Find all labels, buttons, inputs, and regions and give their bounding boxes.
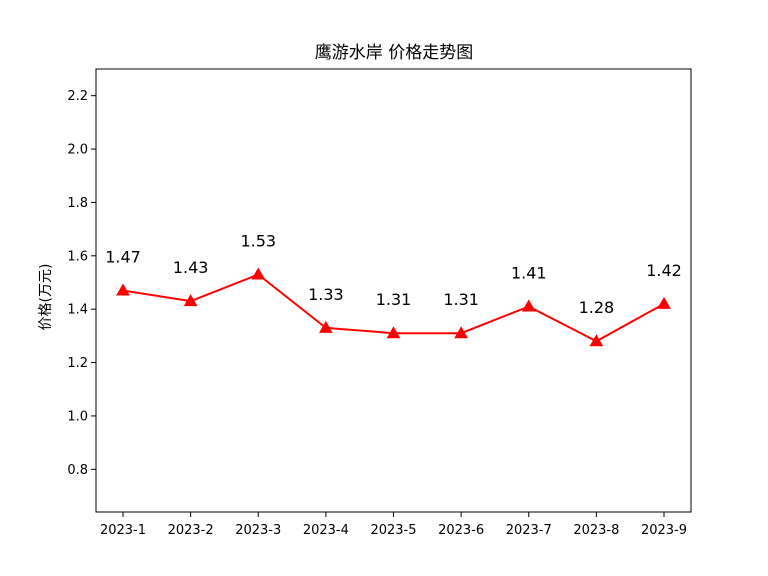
x-tick-label: 2023-1 [100, 523, 146, 538]
data-label: 1.43 [173, 258, 209, 277]
data-label: 1.53 [240, 231, 276, 250]
plot-axes: 0.8 1.0 1.2 1.4 1.6 1.8 2.0 2.2 2023-1 2023-2 2023… [67, 89, 687, 538]
data-label: 1.42 [646, 261, 682, 280]
y-tick-label: 1.8 [67, 196, 88, 211]
data-point [319, 320, 333, 333]
x-tick-label: 2023-5 [370, 523, 416, 538]
data-point [116, 283, 130, 296]
y-tick-label: 1.0 [67, 409, 88, 424]
data-label: 1.31 [443, 290, 479, 309]
data-point [386, 326, 401, 339]
data-label: 1.28 [579, 298, 615, 317]
x-tick-label: 2023-7 [506, 523, 552, 538]
data-label: 1.41 [511, 264, 547, 283]
x-tick-label: 2023-2 [168, 523, 214, 538]
y-tick-label: 2.0 [67, 143, 88, 158]
data-label: 1.33 [308, 285, 344, 304]
data-point [251, 267, 266, 280]
data-point [454, 326, 468, 339]
plot-marks: 1.47 1.43 1.53 1.33 1.31 1.31 1.41 1.28 1.42 [105, 231, 682, 347]
y-tick-label: 1.6 [67, 249, 88, 264]
data-point [521, 299, 536, 312]
data-point [589, 334, 604, 347]
data-point [183, 294, 198, 307]
chart-title: 鹰游水岸 价格走势图 [315, 43, 473, 63]
y-tick-label: 0.8 [67, 463, 88, 478]
data-point [657, 296, 671, 309]
data-label: 1.31 [376, 290, 412, 309]
x-tick-label: 2023-8 [573, 523, 619, 538]
data-label: 1.47 [105, 248, 141, 267]
x-tick-label: 2023-3 [235, 523, 281, 538]
y-tick-label: 1.4 [67, 303, 88, 318]
x-tick-label: 2023-4 [303, 523, 349, 538]
plot-frame [95, 68, 692, 513]
y-axis-label: 价格(万元) [38, 264, 54, 331]
y-tick-label: 1.2 [67, 356, 88, 371]
x-tick-label: 2023-6 [438, 523, 484, 538]
y-tick-label: 2.2 [67, 89, 88, 104]
x-tick-label: 2023-9 [641, 523, 687, 538]
